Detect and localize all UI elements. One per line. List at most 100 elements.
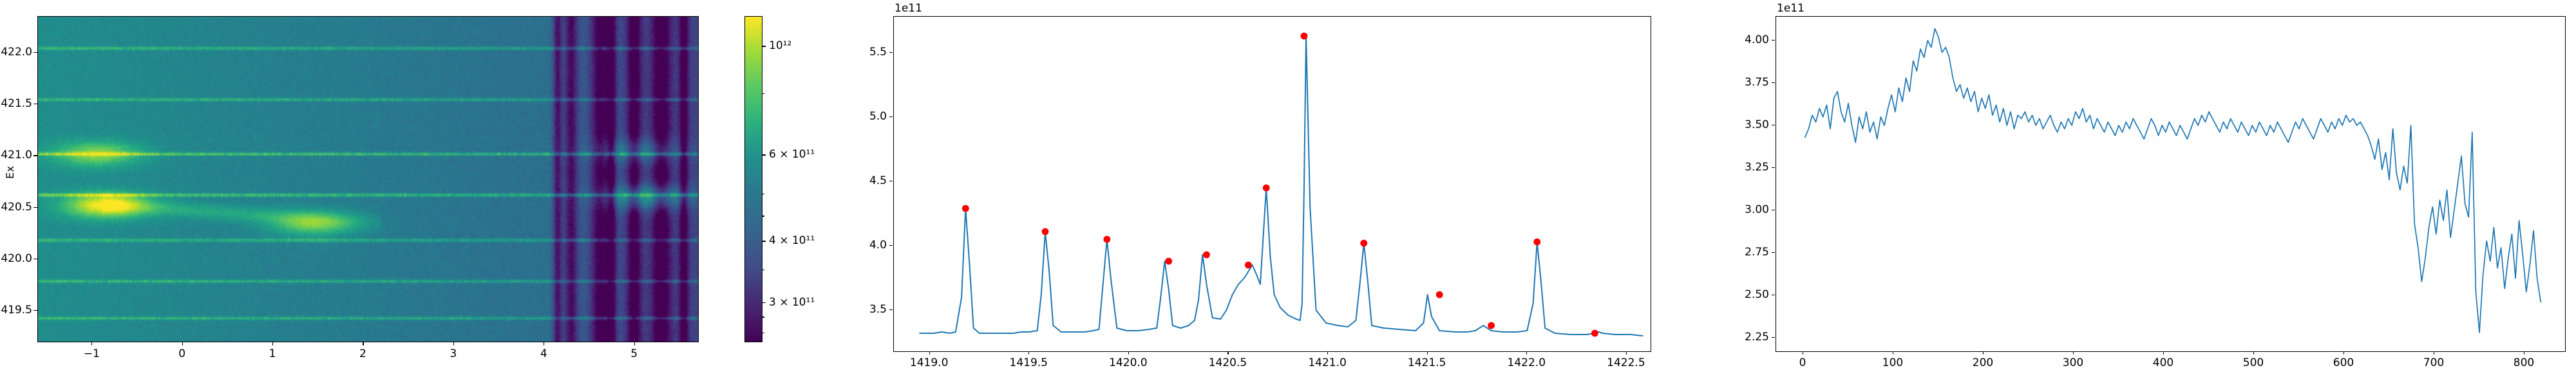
x-ticklabel: 1420.0	[1109, 356, 1148, 369]
spectrogram-y-ticklabel: 1420.5	[0, 200, 32, 214]
x-tickmark	[2253, 351, 2255, 354]
x-tickmark	[1526, 351, 1528, 354]
x-tickmark	[1983, 351, 1984, 354]
peak-marker[interactable]	[961, 205, 969, 212]
spectrogram-y-ticklabel: 1421.5	[0, 97, 32, 111]
y-ticklabel: 5.0	[869, 110, 887, 123]
peak-marker[interactable]	[1244, 261, 1252, 269]
spectrogram-y-ticklabel: 1421.0	[0, 149, 32, 162]
peak-marker[interactable]	[1165, 257, 1173, 265]
x-ticklabel: 1419.0	[909, 356, 949, 369]
peak-spectrum-plot[interactable]	[893, 16, 1651, 352]
y-tickmark	[889, 309, 893, 311]
colorbar-tickmark	[762, 154, 766, 156]
y-tickmark	[1772, 82, 1775, 84]
spectrogram-x-tickmark	[453, 342, 455, 345]
x-ticklabel: 0	[1799, 356, 1806, 369]
peak-marker[interactable]	[1203, 251, 1210, 259]
colorbar[interactable]	[744, 16, 762, 342]
x-tickmark	[1128, 351, 1130, 354]
x-ticklabel: 1420.5	[1208, 356, 1247, 369]
peak-marker[interactable]	[1300, 32, 1308, 40]
y-ticklabel: 3.50	[1745, 118, 1769, 131]
peak-marker[interactable]	[1041, 228, 1049, 235]
y-ticklabel: 2.75	[1745, 245, 1769, 259]
spectrogram-y-tickmark	[33, 207, 37, 208]
y-tickmark	[889, 52, 893, 53]
y-ticklabel: 3.5	[869, 303, 887, 316]
y-tickmark	[889, 116, 893, 118]
y-ticklabel: 2.50	[1745, 288, 1769, 301]
y-tickmark	[1772, 39, 1775, 41]
y-ticklabel: 2.25	[1745, 330, 1769, 344]
spectrogram-y-ticklabel: 1420.0	[0, 252, 32, 265]
x-ticklabel: 1422.0	[1507, 356, 1546, 369]
y-tickmark	[1772, 336, 1775, 338]
y-ticklabel: 5.5	[869, 46, 887, 59]
colorbar-ticklabel: 3 × 10¹¹	[769, 295, 815, 309]
x-tickmark	[1625, 351, 1627, 354]
colorbar-ticklabel: 4 × 10¹¹	[769, 234, 815, 248]
peak-marker[interactable]	[1360, 239, 1368, 247]
x-ticklabel: 600	[2333, 356, 2354, 369]
spectrogram-y-tickmark	[33, 155, 37, 156]
profile-offset-label: 1e11	[1777, 2, 1804, 15]
data-line	[1804, 28, 2542, 333]
x-tickmark	[1227, 351, 1229, 354]
spectrogram-x-ticklabel: 4	[540, 347, 547, 360]
spectrogram-x-ticklabel: 3	[450, 347, 457, 360]
peak-plot-offset-label: 1e11	[895, 2, 922, 15]
x-ticklabel: 1419.5	[1009, 356, 1048, 369]
heatmap-canvas	[38, 17, 698, 342]
peak-spectrum-svg	[919, 32, 1643, 337]
peak-marker[interactable]	[1435, 291, 1443, 299]
spectrogram-heatmap[interactable]	[37, 16, 699, 342]
spectrogram-x-ticklabel: 0	[178, 347, 186, 360]
x-ticklabel: 800	[2513, 356, 2535, 369]
peak-marker[interactable]	[1262, 184, 1270, 192]
y-ticklabel: 4.00	[1745, 33, 1769, 46]
spectrogram-x-ticklabel: −1	[83, 347, 100, 360]
data-line	[919, 35, 1643, 336]
colorbar-ticklabel: 6 × 10¹¹	[769, 148, 815, 161]
x-ticklabel: 1422.5	[1607, 356, 1645, 369]
colorbar-minor-tickmark	[762, 93, 764, 95]
spectrogram-x-ticklabel: 1	[269, 347, 276, 360]
spectrogram-x-ticklabel: 5	[630, 347, 638, 360]
spectrogram-x-ticklabel: 2	[359, 347, 366, 360]
peak-marker[interactable]	[1488, 322, 1495, 329]
peak-marker[interactable]	[1533, 238, 1541, 246]
colorbar-ticklabel: 10¹²	[769, 39, 792, 53]
spectrogram-ylabel: Ex	[4, 165, 16, 179]
peak-marker[interactable]	[1103, 235, 1111, 243]
y-ticklabel: 3.25	[1745, 160, 1769, 174]
spectrogram-x-tickmark	[272, 342, 274, 345]
profile-plot[interactable]	[1776, 16, 2566, 352]
profile-svg	[1804, 28, 2542, 333]
x-ticklabel: 500	[2242, 356, 2264, 369]
x-ticklabel: 200	[1972, 356, 1994, 369]
spectrogram-x-tickmark	[182, 342, 183, 345]
y-tickmark	[1772, 167, 1775, 169]
spectrogram-y-tickmark	[33, 52, 37, 53]
x-ticklabel: 1421.5	[1407, 356, 1446, 369]
x-ticklabel: 700	[2423, 356, 2445, 369]
x-ticklabel: 400	[2152, 356, 2174, 369]
x-tickmark	[1426, 351, 1428, 354]
y-ticklabel: 3.75	[1745, 75, 1769, 89]
spectrogram-x-tickmark	[91, 342, 93, 345]
x-tickmark	[1327, 351, 1329, 354]
spectrogram-y-tickmark	[33, 309, 37, 311]
x-tickmark	[929, 351, 930, 354]
y-ticklabel: 4.0	[869, 239, 887, 252]
spectrogram-y-ticklabel: 1419.5	[0, 303, 32, 317]
x-ticklabel: 300	[2062, 356, 2084, 369]
y-tickmark	[1772, 252, 1775, 253]
x-ticklabel: 1421.0	[1308, 356, 1347, 369]
y-ticklabel: 4.5	[869, 174, 887, 187]
y-tickmark	[889, 245, 893, 246]
peak-marker[interactable]	[1591, 329, 1598, 337]
x-ticklabel: 100	[1882, 356, 1904, 369]
spectrogram-x-tickmark	[634, 342, 635, 345]
